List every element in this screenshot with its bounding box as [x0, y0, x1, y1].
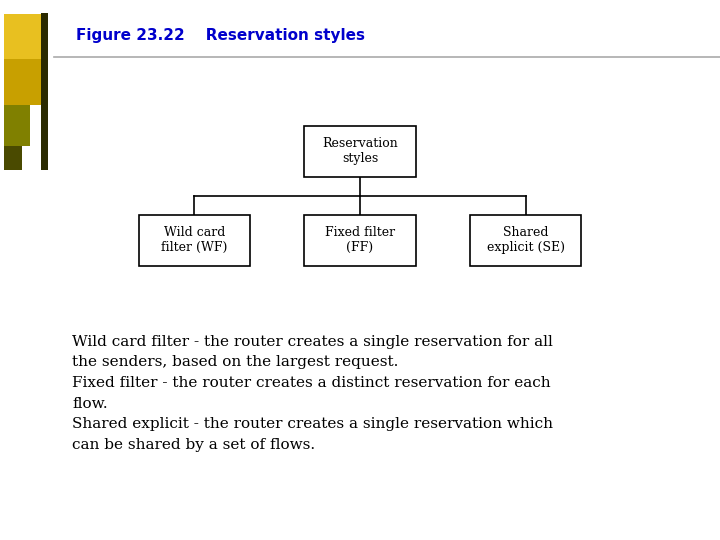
- Text: Wild card filter - the router creates a single reservation for all
the senders, : Wild card filter - the router creates a …: [72, 335, 553, 452]
- Text: Shared
explicit (SE): Shared explicit (SE): [487, 226, 564, 254]
- Bar: [4, 146, 22, 170]
- Bar: [4, 105, 30, 146]
- Bar: [4, 14, 43, 59]
- Text: Fixed filter
(FF): Fixed filter (FF): [325, 226, 395, 254]
- Bar: [304, 214, 416, 266]
- Bar: [41, 14, 48, 170]
- Text: Reservation
styles: Reservation styles: [322, 137, 398, 165]
- Text: Wild card
filter (WF): Wild card filter (WF): [161, 226, 228, 254]
- Bar: [138, 214, 251, 266]
- Bar: [469, 214, 582, 266]
- Bar: [4, 59, 43, 105]
- Text: Figure 23.22    Reservation styles: Figure 23.22 Reservation styles: [76, 28, 364, 43]
- Bar: [304, 126, 416, 177]
